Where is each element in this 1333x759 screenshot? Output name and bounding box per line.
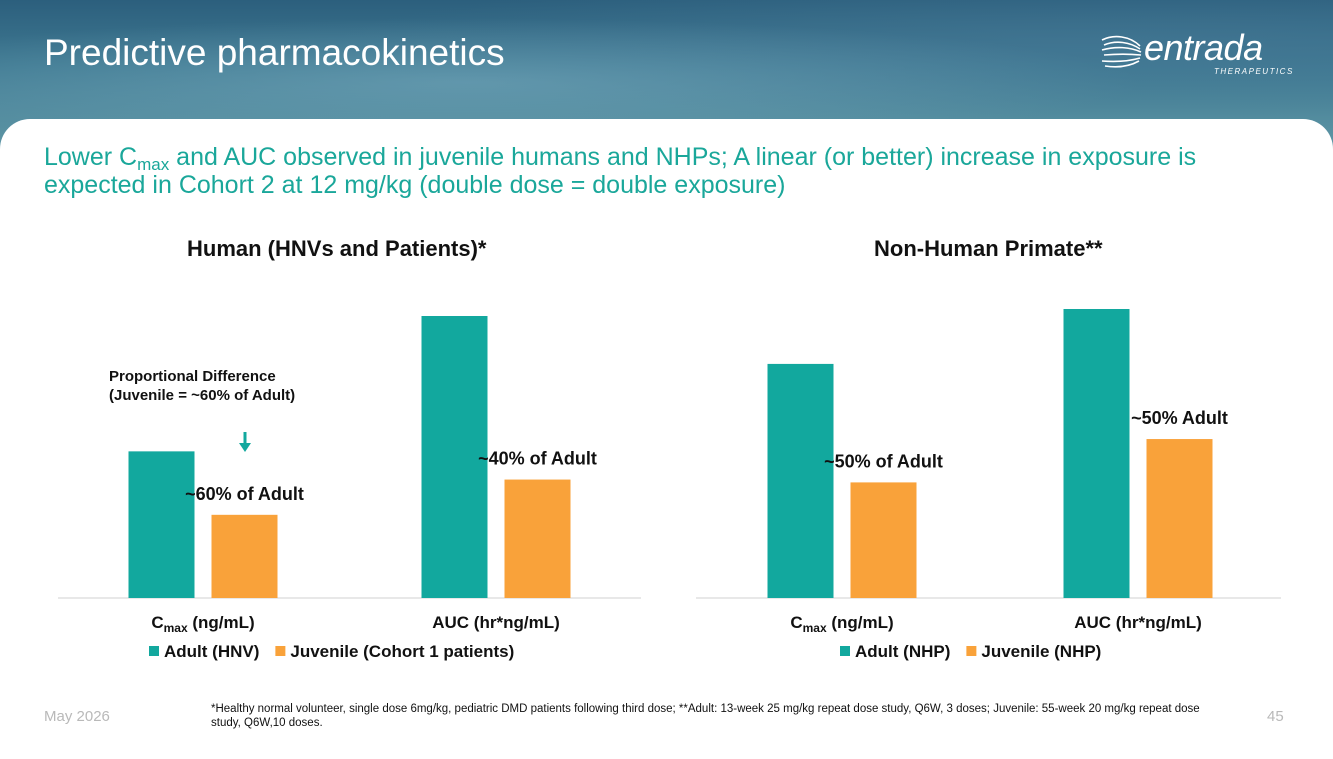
page-title: Predictive pharmacokinetics: [44, 32, 505, 73]
legend-label: Adult (HNV): [164, 642, 259, 661]
legend-swatch: [149, 646, 159, 656]
bar-juvenile-1: [1146, 439, 1213, 598]
bar-adult-0: [128, 451, 195, 598]
slide-subtitle: Lower Cmax and AUC observed in juvenile …: [44, 143, 1284, 199]
legend-label: Juvenile (NHP): [981, 642, 1101, 661]
proportional-difference-annotation: Proportional Difference (Juvenile = ~60%…: [109, 367, 295, 405]
data-label: ~50% of Adult: [824, 451, 943, 471]
data-label: ~40% of Adult: [478, 449, 597, 469]
annotation-line-1: Proportional Difference: [109, 368, 276, 385]
bar-juvenile-0: [211, 514, 278, 598]
logo-wordmark: entrada: [1144, 27, 1263, 68]
category-label: Cmax (ng/mL): [151, 613, 254, 635]
subtitle-subscript: max: [137, 155, 170, 174]
footnote: *Healthy normal volunteer, single dose 6…: [211, 703, 1200, 729]
bar-juvenile-0: [850, 482, 917, 598]
bar-adult-1: [1063, 309, 1130, 598]
category-label: Cmax (ng/mL): [790, 613, 893, 635]
category-label: AUC (hr*ng/mL): [432, 613, 559, 632]
data-label: ~60% of Adult: [185, 484, 304, 504]
annotation-line-2: (Juvenile = ~60% of Adult): [109, 387, 296, 404]
bar-adult-1: [421, 316, 488, 598]
company-logo: entrada THERAPEUTICS: [1100, 27, 1300, 80]
page-number: 45: [1267, 708, 1284, 725]
logo-subtext: THERAPEUTICS: [1214, 67, 1294, 76]
legend-swatch: [275, 646, 286, 656]
down-arrow-icon: [239, 432, 251, 452]
bar-juvenile-1: [504, 479, 571, 598]
human-chart-title: Human (HNVs and Patients)*: [187, 236, 487, 261]
category-label: AUC (hr*ng/mL): [1074, 613, 1201, 632]
logo-swoosh-icon: [1101, 35, 1142, 68]
legend-swatch: [966, 646, 977, 656]
subtitle-post: and AUC observed in juvenile humans and …: [44, 143, 1197, 199]
legend-label: Adult (NHP): [855, 642, 950, 661]
data-label: ~50% Adult: [1131, 408, 1228, 428]
nhp-chart-title: Non-Human Primate**: [874, 236, 1103, 261]
subtitle-pre: Lower C: [44, 143, 138, 171]
footer-date: May 2026: [44, 708, 110, 725]
bar-adult-0: [767, 363, 834, 598]
legend-label: Juvenile (Cohort 1 patients): [290, 642, 514, 661]
legend-swatch: [840, 646, 850, 656]
